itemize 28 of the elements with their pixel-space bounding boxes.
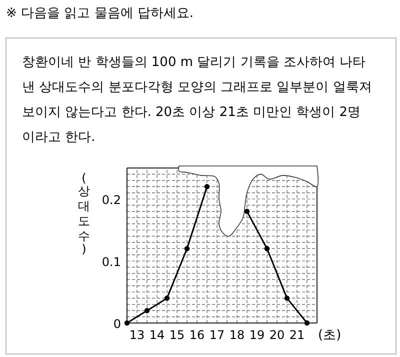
- x-tick-label: 21: [289, 328, 305, 342]
- x-tick-label: 14: [149, 328, 165, 342]
- point: [164, 296, 170, 301]
- point: [244, 208, 250, 214]
- point: [184, 246, 190, 252]
- point: [264, 246, 270, 252]
- x-tick-label: 16: [189, 328, 205, 342]
- x-tick-label: 20: [269, 328, 285, 342]
- y-axis-title: (상대도수): [78, 171, 90, 256]
- x-tick-label: 15: [169, 328, 185, 342]
- point: [144, 308, 150, 314]
- chart-title: ※ 다음을 읽고 물음에 답하세요.: [6, 6, 194, 21]
- x-tick-label: 13: [129, 328, 145, 342]
- text: 창환이네 반 학생들의 100 m 달리기 기록을 조사하여 나타: [22, 55, 366, 70]
- point: [304, 320, 310, 326]
- point: [204, 184, 210, 190]
- text: 이라고 한다.: [22, 130, 96, 145]
- point: [124, 320, 130, 326]
- x-tick-label: 19: [249, 328, 265, 342]
- x-tick-label: 17: [209, 328, 225, 342]
- x-tick-label: 18: [229, 328, 245, 342]
- point: [284, 296, 290, 301]
- y-tick-label: 0: [113, 317, 121, 331]
- text: 보이지 않는다고 한다. 20초 이상 21초 미만인 학생이 2명: [22, 105, 361, 120]
- x-axis-title: (초): [318, 328, 342, 343]
- text: 낸 상대도수의 분포다각형 모양의 그래프로 일부분이 얼룩져: [22, 80, 372, 95]
- y-tick-label: 0.1: [102, 255, 121, 269]
- y-tick-label: 0.2: [102, 193, 121, 207]
